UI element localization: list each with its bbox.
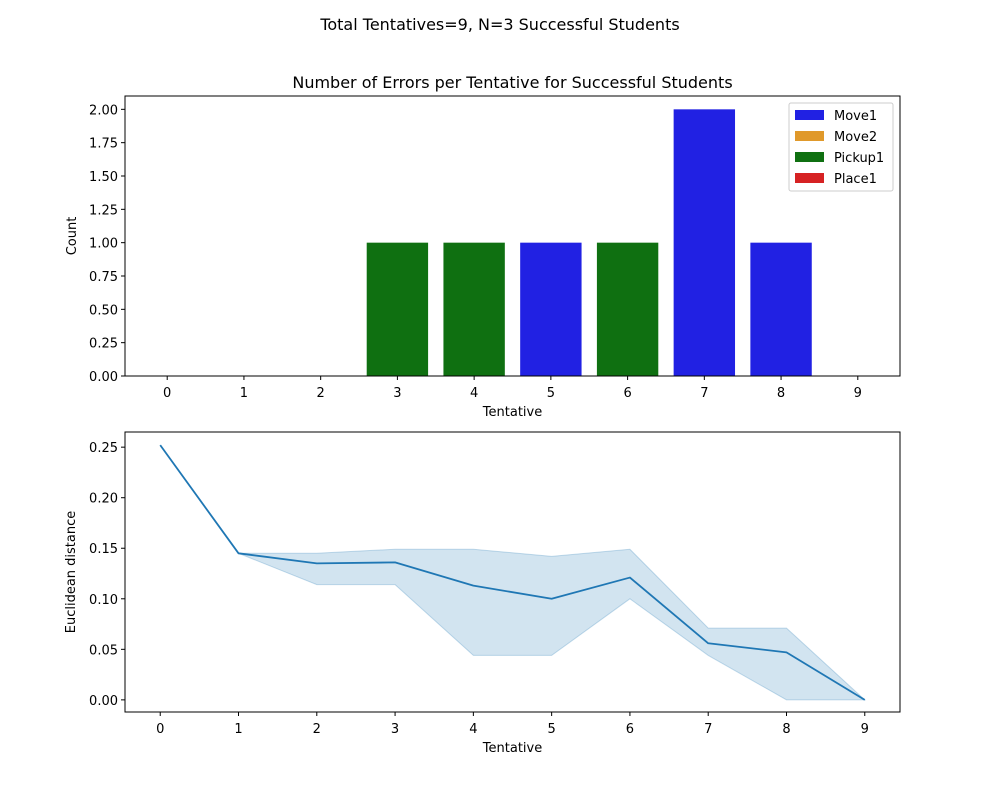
line-x-tick-label: 8	[782, 722, 790, 737]
line-chart-x-axis: 0 1 2 3 4 5 6 7 8 9	[156, 712, 869, 737]
bar-y-tick-label: 1.25	[89, 203, 118, 218]
line-chart: 0 1 2 3 4 5 6 7 8 9 0.00 0.05 0.10 0.15 0.20 0.25 Tent…	[64, 431, 901, 756]
bar-y-tick-label: 1.50	[89, 170, 118, 185]
bar-chart-title: Number of Errors per Tentative for Succe…	[292, 73, 732, 92]
bar-y-tick-label: 0.00	[89, 370, 118, 385]
line-x-tick-label: 1	[234, 722, 242, 737]
line-chart-marks	[159, 444, 867, 701]
bar-chart-plot-frame	[124, 95, 901, 377]
line-y-tick-label: 0.20	[89, 492, 118, 507]
legend-label-place1: Place1	[834, 172, 877, 187]
bar-x-tick-label: 5	[547, 386, 555, 401]
mean-line	[159, 444, 866, 701]
bar-chart-x-label: Tentative	[482, 405, 542, 420]
line-x-tick-label: 6	[626, 722, 634, 737]
bar-x-tick-label: 2	[317, 386, 325, 401]
line-chart-y-label: Euclidean distance	[64, 511, 79, 634]
bar-pickup1-6	[596, 242, 659, 376]
legend-label-move2: Move2	[834, 130, 877, 145]
line-chart-x-label: Tentative	[482, 741, 542, 756]
bar-move1-5	[520, 242, 582, 376]
bar-y-tick-label: 0.75	[89, 270, 118, 285]
bar-y-tick-label: 0.50	[89, 303, 118, 318]
line-x-tick-label: 4	[469, 722, 477, 737]
line-y-tick-label: 0.10	[89, 593, 118, 608]
figure-suptitle: Total Tentatives=9, N=3 Successful Stude…	[319, 15, 679, 34]
line-x-tick-label: 7	[704, 722, 712, 737]
line-x-tick-label: 3	[391, 722, 399, 737]
bar-y-tick-label: 0.25	[89, 337, 118, 352]
bar-pickup1-4	[443, 242, 505, 376]
legend-label-pickup1: Pickup1	[834, 151, 884, 166]
bar-x-tick-label: 8	[777, 386, 785, 401]
line-x-tick-label: 2	[313, 722, 321, 737]
line-x-tick-label: 9	[861, 722, 869, 737]
line-y-tick-label: 0.15	[89, 542, 118, 557]
bar-y-tick-label: 1.75	[89, 137, 118, 152]
bar-chart-marks	[366, 109, 812, 376]
line-y-tick-label: 0.25	[89, 441, 118, 456]
bar-chart-legend: Move1 Move2 Pickup1 Place1	[788, 102, 894, 192]
legend-swatch-pickup1	[795, 152, 824, 162]
bar-x-tick-label: 0	[163, 386, 171, 401]
legend-label-move1: Move1	[834, 109, 877, 124]
bar-x-tick-label: 7	[700, 386, 708, 401]
bar-x-tick-label: 4	[470, 386, 478, 401]
legend-swatch-move2	[795, 131, 824, 141]
line-x-tick-label: 5	[548, 722, 556, 737]
line-chart-y-axis: 0.00 0.05 0.10 0.15 0.20 0.25	[89, 441, 125, 709]
line-chart-plot-frame	[124, 431, 901, 713]
bar-chart: Number of Errors per Tentative for Succe…	[65, 73, 901, 420]
bar-move1-7	[673, 109, 736, 376]
legend-swatch-move1	[795, 110, 824, 120]
bar-chart-x-axis: 0 1 2 3 4 5 6 7 8 9	[163, 376, 862, 401]
bar-pickup1-3	[366, 242, 429, 376]
bar-x-tick-label: 3	[393, 386, 401, 401]
bar-chart-y-axis: 0.00 0.25 0.50 0.75 1.00 1.25 1.50 1.75 2.00	[89, 103, 125, 385]
line-x-tick-label: 0	[156, 722, 164, 737]
bar-x-tick-label: 1	[240, 386, 248, 401]
bar-y-tick-label: 1.00	[89, 237, 118, 252]
line-y-tick-label: 0.00	[89, 694, 118, 709]
bar-x-tick-label: 9	[854, 386, 862, 401]
bar-move1-8	[750, 242, 812, 376]
legend-box	[788, 102, 894, 192]
line-y-tick-label: 0.05	[89, 643, 118, 658]
bar-y-tick-label: 2.00	[89, 103, 118, 118]
bar-chart-y-label: Count	[65, 217, 80, 256]
legend-swatch-place1	[795, 173, 824, 183]
bar-x-tick-label: 6	[623, 386, 631, 401]
confidence-band	[159, 444, 867, 701]
